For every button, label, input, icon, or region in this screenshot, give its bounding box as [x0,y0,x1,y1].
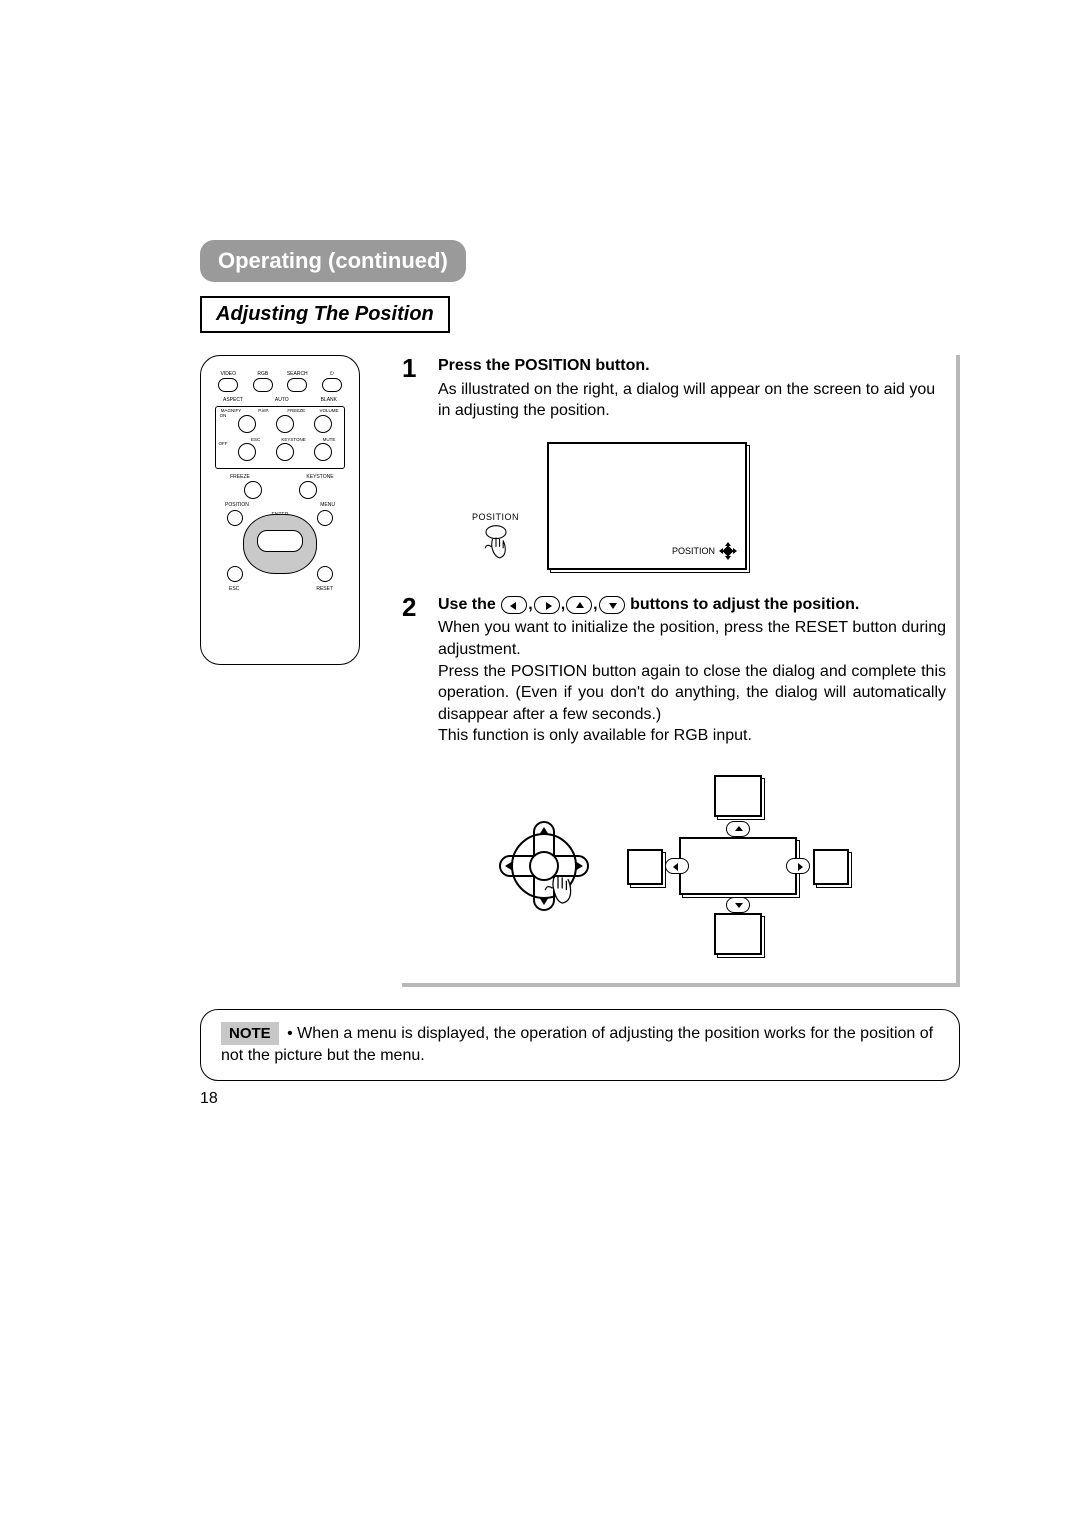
step-number: 2 [402,594,428,747]
step-text: As illustrated on the right, a dialog wi… [438,379,946,422]
step-text: When you want to initialize the position… [438,617,946,747]
remote-label: ON [218,414,228,434]
remote-label: VOLUME [318,409,340,414]
illustration-row-2 [402,771,946,961]
right-arrow-icon [534,596,560,614]
up-arrow-icon [566,596,592,614]
remote-illustration: VIDEO RGB SEARCH ⏻ ASPECT AUTO BLANK MAG… [200,355,380,987]
hand-press-icon [537,869,579,917]
remote-label: SEARCH [282,372,312,377]
remote-label: MENU [320,502,335,508]
section-header: Operating (continued) [200,240,466,282]
note-tag: NOTE [221,1022,279,1045]
step-2: 2 Use the ,,, buttons to adjust the posi… [402,594,946,747]
remote-label: ⏻ [317,372,347,377]
remote-label: FREEZE [225,475,255,480]
note-box: NOTE • When a menu is displayed, the ope… [200,1009,960,1081]
remote-label: RESET [316,586,333,592]
remote-label: FREEZE [285,409,307,414]
down-arrow-icon [599,596,625,614]
remote-label: BLANK [321,397,337,403]
page-number: 18 [200,1090,218,1108]
step-heading: Use the ,,, buttons to adjust the positi… [438,594,946,616]
step-heading: Press the POSITION button. [438,355,946,377]
remote-label: KEYSTONE [281,438,303,443]
position-label: POSITION [472,512,519,522]
position-grid-diagram [619,771,849,961]
cross-icon [719,542,737,560]
remote-label: OFF [218,442,228,462]
remote-label: ESC [245,438,267,443]
screen-preview: POSITION [547,442,747,570]
remote-label: POSITION [225,502,249,508]
remote-label: ESC [229,586,239,592]
remote-label: AUTO [275,397,289,403]
illustration-row-1: POSITION POSITION [472,442,946,570]
step-number: 1 [402,355,428,422]
content-row: VIDEO RGB SEARCH ⏻ ASPECT AUTO BLANK MAG… [200,355,960,987]
remote-label: ASPECT [223,397,243,403]
steps-column: 1 Press the POSITION button. As illustra… [402,355,960,987]
remote-label: P.inP. [253,409,275,414]
remote-label: KEYSTONE [305,475,335,480]
step-1: 1 Press the POSITION button. As illustra… [402,355,946,422]
remote-label: MUTE [318,438,340,443]
subsection-title: Adjusting The Position [200,296,450,333]
hand-press-icon [478,525,514,565]
left-arrow-icon [501,596,527,614]
indicator-label: POSITION [672,546,715,556]
remote-label: VIDEO [213,372,243,377]
note-text: • When a menu is displayed, the operatio… [221,1025,933,1064]
remote-label: RGB [248,372,278,377]
